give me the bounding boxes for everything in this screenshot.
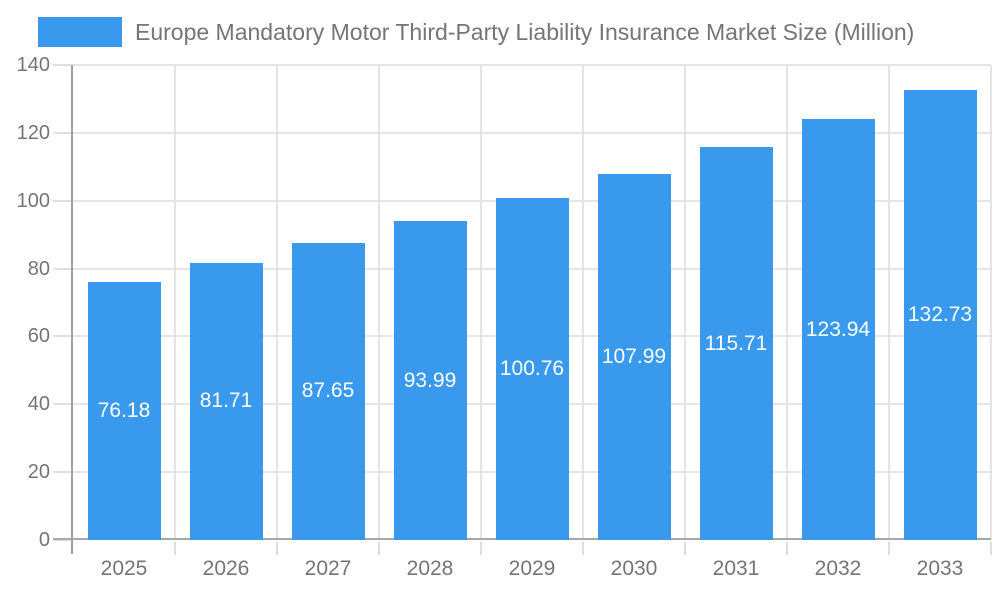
bar-value-label-2030: 107.99	[601, 344, 667, 368]
v-gridline-6	[684, 65, 686, 540]
bar-2030[interactable]: 107.99	[597, 173, 671, 540]
bar-2033[interactable]: 132.73	[903, 89, 977, 540]
bar-value-label-2025: 76.18	[97, 398, 151, 422]
y-tick-20	[53, 471, 73, 474]
x-tick-7	[786, 542, 788, 555]
x-tick-5	[582, 542, 584, 555]
y-axis-label-20: 20	[27, 461, 50, 484]
x-axis-label-2027: 2027	[304, 557, 352, 580]
bar-2026[interactable]: 81.71	[189, 262, 263, 540]
plot-area: 76.18 81.71 87.65 93.99 100.76 107.99 115.71 12…	[17, 54, 992, 580]
v-gridline-7	[786, 65, 788, 540]
legend-label: Europe Mandatory Motor Third-Party Liabi…	[135, 18, 915, 45]
v-gridline-8	[888, 65, 890, 540]
x-tick-2	[276, 542, 278, 555]
v-gridline-5	[582, 65, 584, 540]
x-axis-label-2026: 2026	[202, 557, 250, 580]
bar-value-label-2027: 87.65	[301, 379, 355, 403]
y-axis-label-80: 80	[27, 257, 50, 280]
bar-2032[interactable]: 123.94	[801, 119, 875, 540]
x-axis-label-2029: 2029	[508, 557, 556, 580]
y-tick-60	[53, 335, 73, 338]
bar-value-label-2031: 115.71	[704, 331, 768, 355]
v-gridline-2	[276, 65, 278, 540]
x-axis-label-2025: 2025	[100, 557, 148, 580]
v-gridline-1	[174, 65, 176, 540]
bar-2029[interactable]: 100.76	[495, 198, 569, 540]
bar-2027[interactable]: 87.65	[291, 242, 365, 540]
bar-2028[interactable]: 93.99	[393, 221, 467, 540]
bar-value-label-2029: 100.76	[499, 357, 565, 381]
x-axis-label-2028: 2028	[406, 557, 454, 580]
bar-2025[interactable]: 76.18	[87, 281, 161, 540]
x-tick-3	[378, 542, 380, 555]
y-tick-140	[53, 64, 73, 66]
h-gridline-140	[73, 64, 991, 66]
v-gridline-4	[480, 65, 482, 540]
h-gridline-120	[73, 131, 991, 134]
x-tick-4	[480, 542, 482, 555]
y-tick-100	[53, 199, 73, 202]
y-tick-120	[53, 131, 73, 134]
y-tick-80	[53, 267, 73, 270]
bar-value-label-2026: 81.71	[199, 389, 253, 413]
x-axis-label-2032: 2032	[814, 557, 862, 580]
x-tick-1	[174, 542, 176, 555]
bar-value-label-2028: 93.99	[403, 368, 457, 392]
legend-swatch-icon	[38, 17, 122, 47]
x-axis-label-2031: 2031	[712, 557, 760, 580]
y-axis-line	[71, 65, 73, 554]
y-tick-0	[53, 539, 73, 541]
y-axis-label-100: 100	[16, 189, 50, 212]
v-gridline-3	[378, 65, 380, 540]
y-axis-label-60: 60	[27, 325, 50, 348]
y-axis-label-0: 0	[38, 529, 50, 551]
x-tick-9	[990, 542, 992, 555]
x-axis-label-2030: 2030	[610, 557, 658, 580]
bar-value-label-2032: 123.94	[805, 317, 871, 341]
bar-value-label-2033: 132.73	[907, 302, 973, 326]
legend: Europe Mandatory Motor Third-Party Liabi…	[38, 17, 914, 47]
v-gridline-9	[990, 65, 992, 540]
y-axis-label-140: 140	[16, 54, 50, 76]
y-axis-label-120: 120	[16, 121, 50, 144]
bar-2031[interactable]: 115.71	[699, 147, 773, 540]
y-tick-40	[53, 403, 73, 406]
y-axis-label-40: 40	[27, 393, 50, 416]
x-tick-8	[888, 542, 890, 555]
x-axis-label-2033: 2033	[916, 557, 964, 580]
x-tick-6	[684, 542, 686, 555]
